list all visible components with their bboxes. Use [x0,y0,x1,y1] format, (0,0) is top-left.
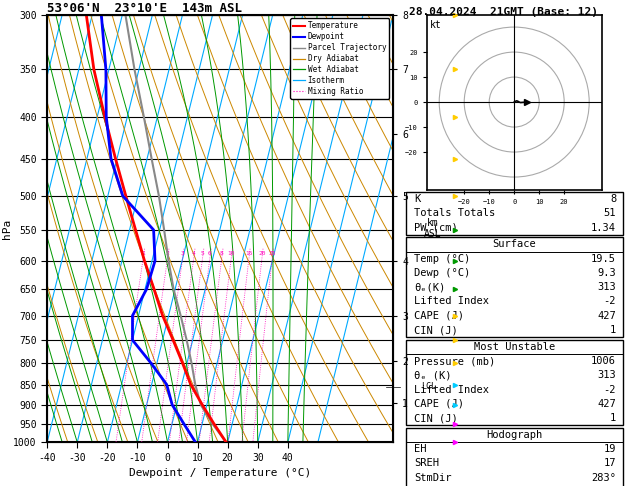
Text: Hodograph: Hodograph [486,430,542,440]
Text: 8: 8 [220,251,224,256]
Text: CIN (J): CIN (J) [415,413,458,423]
Text: K: K [415,194,421,204]
Text: 9.3: 9.3 [598,268,616,278]
Text: 20: 20 [259,251,265,256]
Text: PW (cm): PW (cm) [415,223,458,233]
Legend: Temperature, Dewpoint, Parcel Trajectory, Dry Adiabat, Wet Adiabat, Isotherm, Mi: Temperature, Dewpoint, Parcel Trajectory… [290,18,389,99]
Text: Totals Totals: Totals Totals [415,208,496,218]
Text: -2: -2 [604,384,616,395]
Text: CIN (J): CIN (J) [415,325,458,335]
Text: 15: 15 [245,251,253,256]
Text: 427: 427 [598,311,616,321]
Text: 427: 427 [598,399,616,409]
Text: -2: -2 [604,296,616,307]
Text: 6: 6 [208,251,212,256]
Text: EH: EH [415,444,427,454]
Text: 53°06'N  23°10'E  143m ASL: 53°06'N 23°10'E 143m ASL [47,1,242,15]
Text: CAPE (J): CAPE (J) [415,311,464,321]
Text: 1.34: 1.34 [591,223,616,233]
Text: 2: 2 [165,251,169,256]
Text: 313: 313 [598,370,616,381]
Text: 10: 10 [228,251,235,256]
Text: 4: 4 [192,251,196,256]
Text: θₑ(K): θₑ(K) [415,282,445,292]
Text: θₑ (K): θₑ (K) [415,370,452,381]
Text: Temp (°C): Temp (°C) [415,254,470,264]
Text: 283°: 283° [591,473,616,483]
Text: Lifted Index: Lifted Index [415,296,489,307]
Text: 1006: 1006 [591,356,616,366]
Bar [406,237,623,337]
Text: StmDir: StmDir [415,473,452,483]
Text: 1: 1 [610,325,616,335]
Text: 8: 8 [610,194,616,204]
Text: Pressure (mb): Pressure (mb) [415,356,496,366]
Text: Lifted Index: Lifted Index [415,384,489,395]
Bar [406,192,623,235]
Text: LCL: LCL [421,382,436,391]
Text: Dewp (°C): Dewp (°C) [415,268,470,278]
Text: 17: 17 [604,458,616,469]
Text: 28.04.2024  21GMT (Base: 12): 28.04.2024 21GMT (Base: 12) [409,7,598,17]
Bar [406,428,623,486]
Text: 19.5: 19.5 [591,254,616,264]
X-axis label: Dewpoint / Temperature (°C): Dewpoint / Temperature (°C) [129,468,311,478]
Text: 1: 1 [142,251,145,256]
Text: Surface: Surface [493,240,536,249]
Y-axis label: km
ASL: km ASL [424,218,442,239]
Text: CAPE (J): CAPE (J) [415,399,464,409]
Text: 1: 1 [610,413,616,423]
Y-axis label: hPa: hPa [2,218,12,239]
Text: 19: 19 [604,444,616,454]
Text: 5: 5 [201,251,204,256]
Text: 51: 51 [604,208,616,218]
Text: 25: 25 [269,251,276,256]
Text: kt: kt [430,20,442,30]
Text: SREH: SREH [415,458,440,469]
Text: Most Unstable: Most Unstable [474,342,555,352]
Text: 313: 313 [598,282,616,292]
Text: 3: 3 [181,251,184,256]
Bar [406,340,623,425]
